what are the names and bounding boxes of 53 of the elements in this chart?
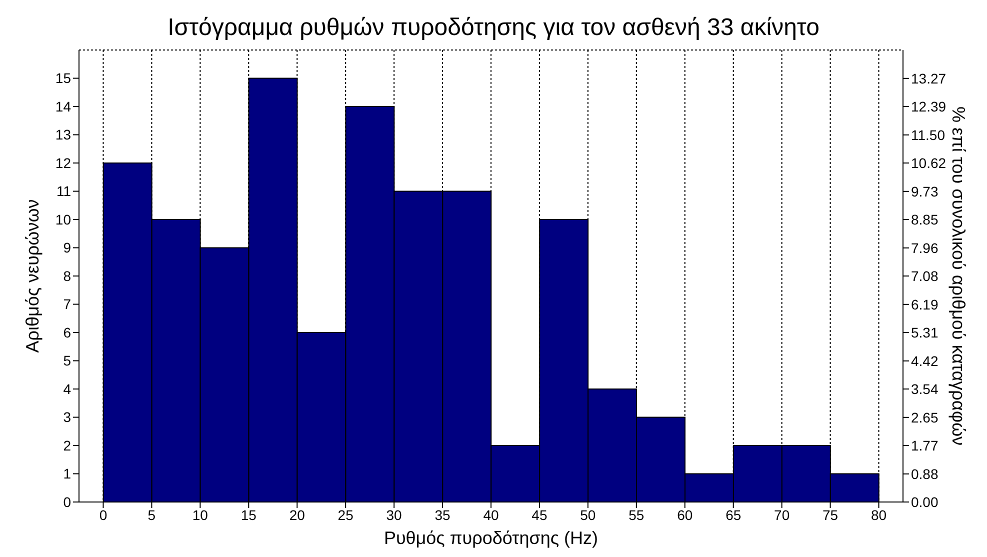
y2-tick-label: 13.27 bbox=[911, 70, 946, 86]
y2-tick-label: 6.19 bbox=[911, 296, 938, 312]
x-tick-label: 15 bbox=[240, 506, 257, 523]
x-tick-label: 75 bbox=[822, 506, 838, 523]
y2-tick-label: 2.65 bbox=[911, 409, 938, 426]
y-tick-label: 0 bbox=[63, 494, 72, 510]
y-tick-label: 1 bbox=[63, 466, 72, 482]
y2-tick-label: 11.50 bbox=[911, 126, 946, 143]
y-tick-label: 8 bbox=[63, 268, 72, 284]
y2-tick-label: 9.73 bbox=[911, 183, 938, 200]
x-tick-label: 35 bbox=[434, 506, 451, 523]
y2-tick-label: 12.39 bbox=[911, 98, 946, 114]
y-tick-label: 13 bbox=[55, 126, 72, 143]
x-tick-label: 30 bbox=[386, 506, 402, 523]
y-tick-label: 3 bbox=[63, 409, 72, 426]
x-tick-label: 20 bbox=[289, 506, 306, 523]
x-tick-label: 50 bbox=[580, 506, 596, 523]
y-tick-label: 4 bbox=[63, 380, 72, 397]
y-tick-label: 7 bbox=[63, 296, 72, 312]
y-tick-label: 5 bbox=[63, 352, 72, 369]
y-tick-label: 9 bbox=[63, 240, 72, 256]
x-tick-label: 0 bbox=[99, 506, 108, 523]
x-tick-label: 40 bbox=[483, 506, 499, 523]
y-tick-label: 14 bbox=[55, 98, 72, 114]
y2-tick-label: 0.88 bbox=[911, 466, 938, 482]
y-tick-label: 11 bbox=[56, 183, 72, 200]
y2-tick-label: 10.62 bbox=[911, 154, 946, 171]
y2-tick-label: 1.77 bbox=[911, 437, 938, 454]
y-tick-label: 6 bbox=[63, 324, 72, 340]
y2-tick-label: 7.08 bbox=[911, 268, 938, 284]
y-tick-label: 10 bbox=[55, 211, 72, 228]
y-tick-label: 12 bbox=[55, 154, 72, 171]
chart-title: Ιστόγραμμα ρυθμών πυροδότησης για τον ασθενή 33 ακίνητο bbox=[166, 14, 820, 42]
x-tick-label: 65 bbox=[726, 506, 742, 523]
y2-tick-label: 0.00 bbox=[911, 494, 938, 510]
y2-tick-label: 4.42 bbox=[911, 352, 938, 369]
y2-tick-label: 3.54 bbox=[911, 380, 938, 397]
x-tick-label: 5 bbox=[148, 506, 156, 523]
x-tick-label: 80 bbox=[870, 506, 887, 523]
x-tick-label: 60 bbox=[677, 506, 693, 523]
y2-tick-label: 8.85 bbox=[911, 211, 938, 228]
y2-tick-label: 5.31 bbox=[911, 324, 938, 340]
y-axis-title: Αριθμός νευρώνων bbox=[22, 199, 42, 353]
x-tick-label: 10 bbox=[192, 506, 208, 523]
y-tick-label: 15 bbox=[55, 70, 72, 86]
x-tick-label: 70 bbox=[774, 506, 790, 523]
x-tick-label: 25 bbox=[338, 506, 354, 523]
y-tick-label: 2 bbox=[63, 437, 72, 454]
x-tick-label: 55 bbox=[628, 506, 644, 523]
x-tick-label: 45 bbox=[532, 506, 548, 523]
y2-tick-label: 7.96 bbox=[911, 240, 938, 256]
y2-axis-title: % επί του συνολικού αριθμού καταγραφών bbox=[948, 106, 969, 446]
x-axis-title: Ρυθμός πυροδότησης (Hz) bbox=[384, 528, 598, 548]
